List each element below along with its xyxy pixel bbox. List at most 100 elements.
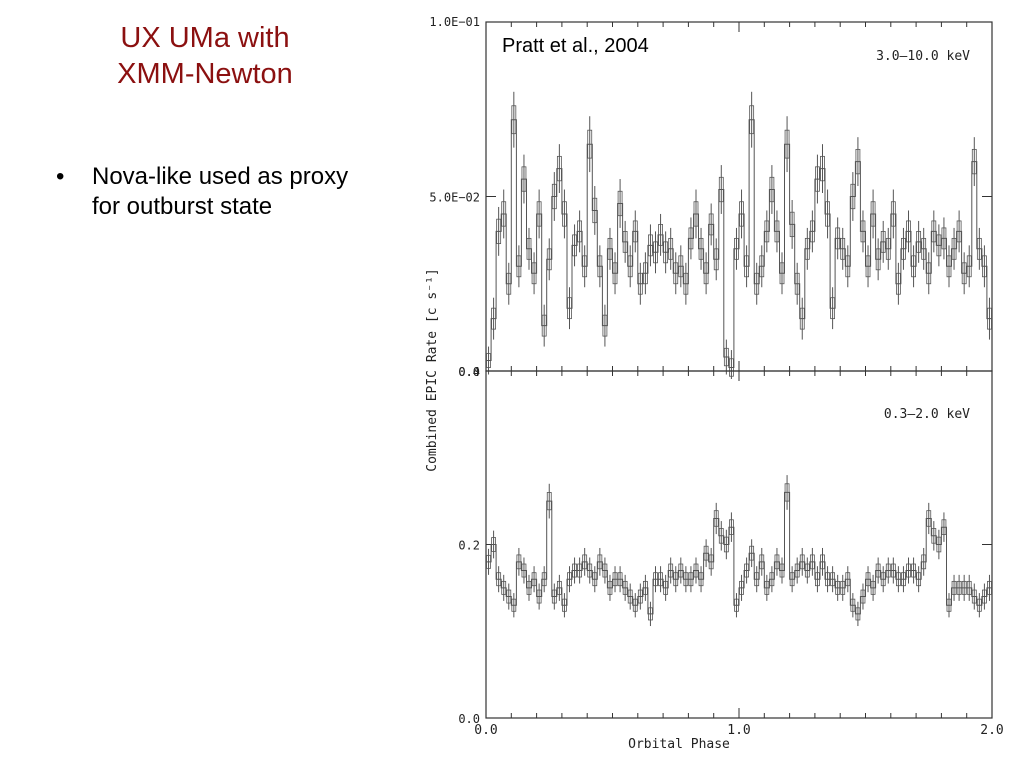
data-point [815, 166, 820, 192]
data-point [890, 563, 896, 578]
data-point [506, 589, 512, 604]
data-point [607, 580, 613, 595]
data-point [551, 183, 557, 210]
data-point [597, 554, 603, 570]
data-point [562, 598, 567, 612]
data-point [734, 598, 739, 612]
data-point [885, 563, 891, 578]
data-point [653, 572, 658, 587]
data-point [946, 598, 952, 612]
data-point [976, 598, 982, 612]
data-point [956, 220, 962, 243]
data-point [622, 580, 628, 595]
error-bars-bottom [486, 475, 992, 627]
data-point [926, 262, 932, 285]
data-point [815, 572, 820, 587]
data-point [799, 307, 805, 330]
data-point [744, 563, 749, 578]
data-point [536, 201, 542, 227]
data-point [642, 580, 648, 595]
data-point [976, 237, 982, 260]
data-point [789, 572, 795, 587]
data-point [486, 554, 491, 569]
data-point [572, 563, 577, 578]
data-point [734, 237, 739, 260]
bullet-text-line-2: for outburst state [92, 193, 273, 220]
data-point [916, 572, 922, 587]
data-point [642, 262, 648, 285]
data-point [809, 554, 815, 570]
data-point [754, 572, 760, 587]
data-point [521, 166, 527, 192]
data-point [931, 220, 937, 243]
data-point [840, 580, 846, 595]
data-point [698, 572, 704, 587]
light-curve-figure: 1.0E−01 5.0E−02 0.0 3.0–10.0 keV Combined EP… [425, 15, 1004, 752]
data-point [865, 255, 871, 278]
data-point [567, 572, 572, 587]
data-point [951, 580, 957, 595]
data-point [764, 580, 770, 595]
data-point [602, 314, 608, 337]
data-point [713, 248, 719, 271]
bullet-item: • Nova-like used as proxy for outburst s… [52, 162, 402, 222]
y-tick-label: 0.0 [458, 712, 480, 726]
data-point [739, 201, 744, 227]
data-point [906, 563, 911, 578]
data-point [946, 255, 952, 278]
data-point [759, 255, 765, 278]
data-point [698, 237, 704, 260]
data-point [916, 230, 922, 253]
slide-title-line-2: XMM-Newton [117, 58, 293, 90]
data-point [627, 589, 633, 604]
data-point [632, 598, 638, 612]
data-point [961, 580, 967, 595]
x-tick-label: 0.0 [474, 723, 497, 738]
data-point [759, 554, 765, 570]
data-point [713, 510, 719, 527]
data-point [855, 148, 861, 175]
data-point [779, 262, 785, 285]
data-point [987, 580, 992, 595]
data-point [688, 227, 694, 250]
data-point [789, 211, 795, 238]
data-point [673, 262, 679, 285]
data-point [804, 563, 810, 578]
data-point [890, 201, 896, 227]
data-point [496, 218, 502, 245]
series-line-top [486, 119, 992, 368]
y-axis-label: Combined EPIC Rate [c s⁻¹] [425, 268, 440, 472]
data-point [941, 227, 947, 250]
data-point [936, 234, 942, 257]
data-point [901, 237, 906, 260]
data-point [769, 572, 775, 587]
energy-band-label-bottom: 0.3–2.0 keV [884, 407, 970, 422]
data-point [678, 563, 684, 578]
data-point [906, 220, 911, 243]
data-point [567, 297, 572, 320]
data-point [653, 241, 658, 264]
data-point [845, 572, 851, 587]
data-point [936, 536, 942, 553]
data-point [941, 519, 947, 535]
data-point [961, 262, 967, 285]
data-point [562, 201, 567, 227]
data-point [617, 190, 623, 217]
data-point [880, 572, 886, 587]
data-point [895, 572, 901, 587]
data-point [622, 230, 628, 253]
data-point [531, 262, 537, 285]
data-point [769, 176, 775, 203]
data-point [764, 220, 770, 243]
data-point [668, 563, 674, 578]
data-point [926, 510, 932, 527]
data-point [501, 580, 507, 595]
data-point [729, 358, 734, 377]
data-point [870, 201, 876, 227]
data-point [799, 554, 805, 570]
x-tick-label: 2.0 [980, 723, 1003, 738]
data-point [526, 580, 532, 595]
data-point [587, 129, 593, 159]
data-point [718, 176, 724, 203]
data-point [820, 155, 825, 182]
